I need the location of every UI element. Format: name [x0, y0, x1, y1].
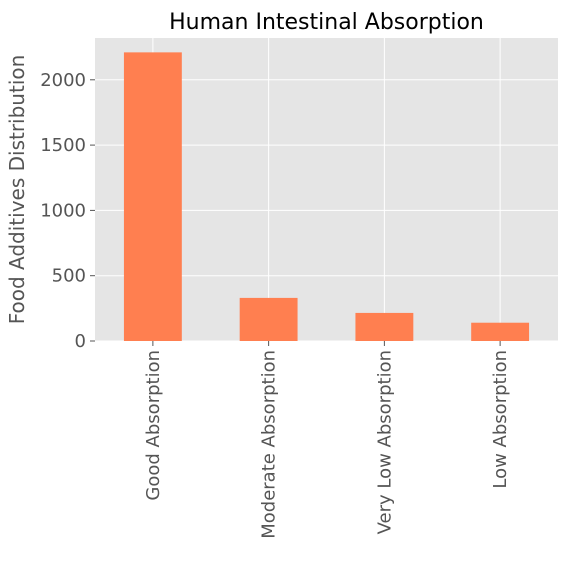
x-axis-ticks: Good Absorption Moderate Absorption Very L… [143, 341, 511, 539]
y-tick-label: 1000 [40, 200, 86, 221]
bar [355, 312, 414, 341]
y-tick-label: 2000 [40, 70, 86, 91]
y-tick-label: 500 [52, 266, 86, 287]
bar [123, 52, 182, 341]
bar [239, 297, 298, 341]
x-tick-label: Very Low Absorption [374, 350, 395, 534]
x-tick-label: Good Absorption [143, 350, 164, 501]
y-axis-ticks: 0 500 1000 1500 2000 [40, 70, 95, 352]
y-tick-label: 0 [75, 331, 86, 352]
bars [123, 52, 530, 341]
chart-title: Human Intestinal Absorption [169, 10, 484, 35]
y-tick-label: 1500 [40, 135, 86, 156]
x-tick-label: Moderate Absorption [259, 350, 280, 539]
y-axis-label: Food Additives Distribution [5, 55, 29, 325]
bar [471, 322, 530, 341]
x-tick-label: Low Absorption [490, 350, 511, 489]
